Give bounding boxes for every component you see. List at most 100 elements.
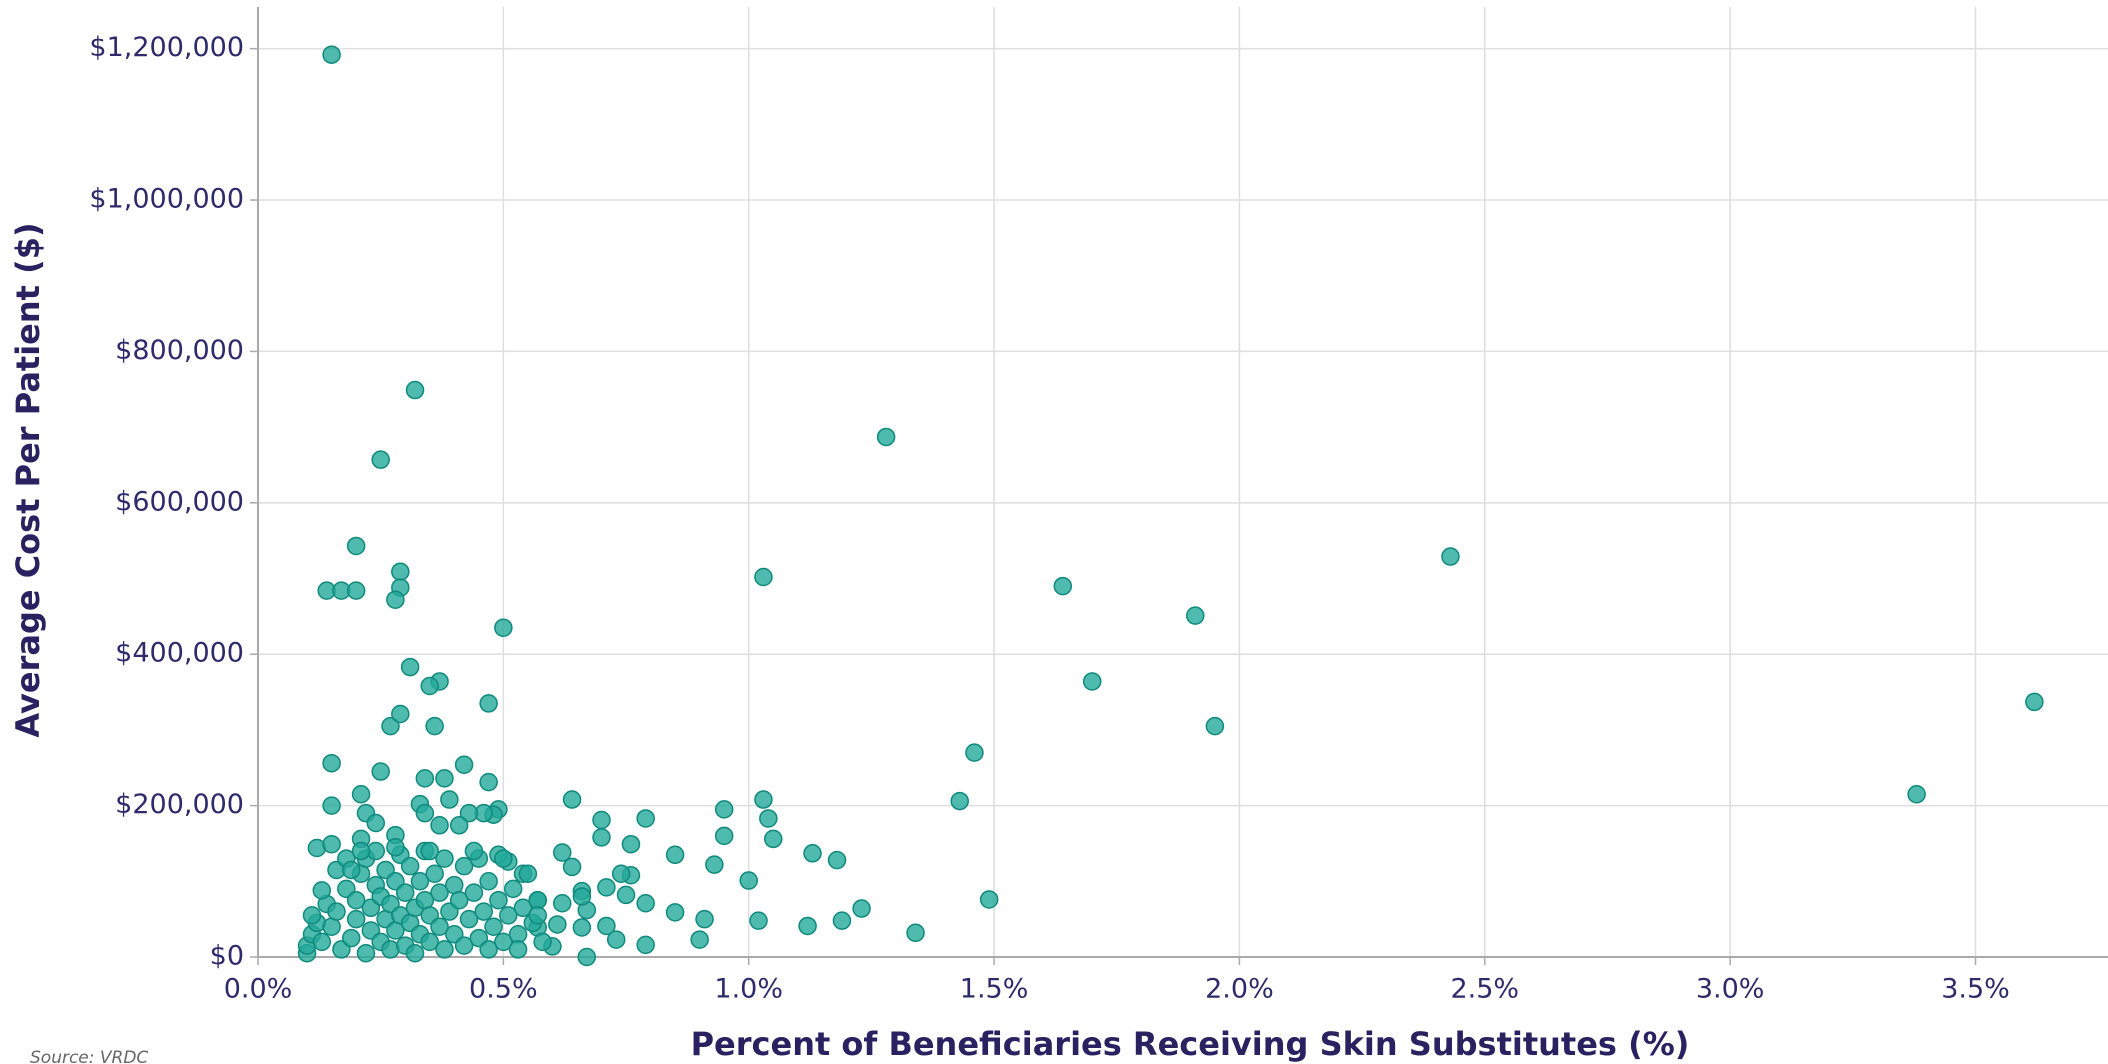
point [494,849,513,868]
point [341,928,361,948]
point [606,930,626,949]
point [381,716,400,736]
point [1186,606,1205,625]
point [562,790,582,809]
x-axis-title: Percent of Beneficiaries Receiving Skin … [691,1025,1690,1063]
point [351,841,371,861]
x-tick-label: 2.0% [1205,974,1274,1005]
point [322,834,341,854]
point [979,890,999,909]
point [322,796,341,815]
point [430,917,449,936]
point [356,943,376,963]
point [714,800,734,819]
point [739,871,758,890]
point [636,894,655,913]
point [420,932,440,952]
x-tick-label: 3.5% [1941,974,2010,1005]
point [749,911,768,930]
y-tick-label: $200,000 [115,789,244,820]
point [1082,672,1102,691]
point [518,864,538,883]
point [415,803,435,823]
point [621,834,641,854]
point [597,878,616,897]
point [371,762,390,781]
point [665,845,685,865]
point [552,843,572,862]
point [464,841,484,861]
point [705,855,724,874]
point [616,885,636,905]
point [386,837,405,857]
point [410,872,430,891]
point [322,753,341,773]
point [499,906,518,925]
point [391,562,410,581]
point [420,676,440,696]
point [312,932,332,952]
point [636,935,655,955]
point [479,872,498,891]
point [759,809,778,828]
point [489,890,508,910]
point [592,828,611,847]
point [430,816,449,835]
y-tick-label: $1,200,000 [89,32,244,63]
point [695,909,714,929]
point [1205,716,1225,736]
point [1053,576,1073,596]
point [552,894,572,913]
point [440,790,459,809]
point [454,755,474,774]
point [827,850,847,870]
point [405,943,425,963]
point [513,898,533,918]
point [400,657,420,677]
x-tick-label: 1.5% [960,974,1029,1005]
point [435,769,454,788]
point [572,887,592,906]
point [479,694,498,713]
x-tick-label: 0.0% [224,974,293,1005]
point [415,769,435,788]
point [425,716,444,736]
point [346,909,366,929]
point [533,932,552,952]
point [435,849,454,868]
y-tick-label: $800,000 [115,335,244,366]
point [479,940,498,959]
y-tick-label: $400,000 [115,638,244,669]
x-tick-label: 0.5% [469,974,538,1005]
y-tick-label: $1,000,000 [89,184,244,215]
point [351,785,371,804]
point [636,809,655,828]
point [494,618,513,637]
point [449,890,469,910]
point [484,917,503,936]
point [852,899,871,918]
point [459,803,479,823]
point [1907,785,1926,804]
point [764,829,783,849]
point [597,916,616,936]
point [754,790,773,809]
point [508,940,528,959]
source-note: Source: VRDC [30,1048,148,1064]
x-tick-label: 1.0% [714,974,783,1005]
point [449,816,469,835]
point [395,883,415,902]
point [665,903,685,922]
point [474,902,493,921]
point [420,841,440,861]
point [302,906,322,925]
point [548,915,567,934]
point [876,427,896,447]
point [346,581,366,600]
x-tick-label: 2.5% [1450,974,1519,1005]
y-tick-label: $0 [210,941,244,972]
point [386,590,405,609]
point [479,772,498,792]
point [425,864,444,883]
